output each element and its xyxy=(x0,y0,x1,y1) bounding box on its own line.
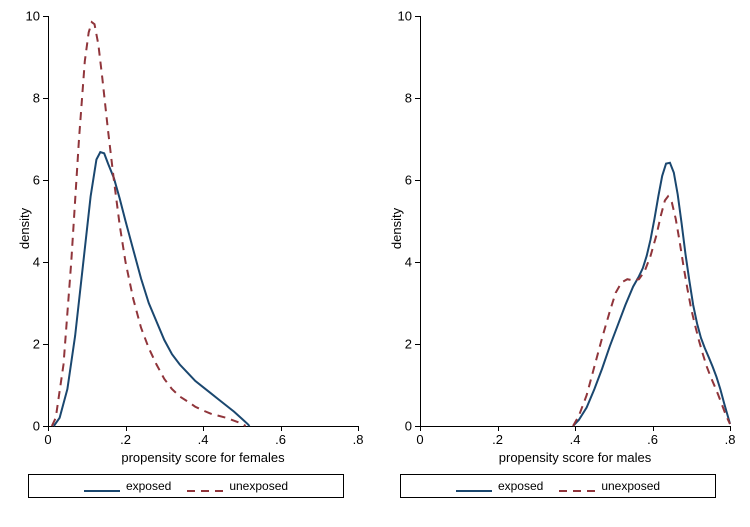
x-tick xyxy=(48,426,49,431)
y-tick-label: 4 xyxy=(20,255,40,270)
y-tick-label: 8 xyxy=(392,91,412,106)
plot-svg xyxy=(48,16,358,426)
y-axis-title: density xyxy=(17,208,32,249)
x-tick-label: .6 xyxy=(275,432,286,447)
legend-label: exposed xyxy=(126,479,171,493)
x-tick-label: .4 xyxy=(198,432,209,447)
x-axis-title: propensity score for females xyxy=(48,450,358,465)
y-tick-label: 10 xyxy=(392,9,412,24)
x-tick xyxy=(358,426,359,431)
x-tick xyxy=(420,426,421,431)
x-tick-label: .4 xyxy=(570,432,581,447)
legend-females: exposed unexposed xyxy=(28,474,344,498)
x-axis-title: propensity score for males xyxy=(420,450,730,465)
legend-item-unexposed: unexposed xyxy=(187,479,288,493)
y-tick xyxy=(415,426,420,427)
x-tick-label: .2 xyxy=(120,432,131,447)
y-tick-label: 2 xyxy=(392,337,412,352)
x-tick-label: .8 xyxy=(353,432,364,447)
x-tick xyxy=(653,426,654,431)
x-tick-label: .2 xyxy=(492,432,503,447)
y-tick-label: 0 xyxy=(20,419,40,434)
y-tick-label: 8 xyxy=(20,91,40,106)
figure: 0 .2 .4 .6 .8 0 2 4 6 8 10 propensity score for fem… xyxy=(0,0,750,527)
x-tick xyxy=(498,426,499,431)
chart-panel-males: 0.2.4.6.80246810propensity score for mal… xyxy=(420,16,730,426)
x-tick xyxy=(126,426,127,431)
series-unexposed xyxy=(52,22,246,426)
y-tick xyxy=(43,426,48,427)
x-tick xyxy=(281,426,282,431)
x-tick-label: .6 xyxy=(647,432,658,447)
y-tick-label: 6 xyxy=(392,173,412,188)
legend-label: exposed xyxy=(498,479,543,493)
legend-item-exposed: exposed xyxy=(456,479,543,493)
chart-panel-females: 0.2.4.6.80246810propensity score for fem… xyxy=(48,16,358,426)
y-tick-label: 4 xyxy=(392,255,412,270)
plot-svg xyxy=(420,16,730,426)
x-tick-label: .8 xyxy=(725,432,736,447)
legend-label: unexposed xyxy=(601,479,660,493)
y-tick-label: 6 xyxy=(20,173,40,188)
x-tick xyxy=(203,426,204,431)
y-tick-label: 10 xyxy=(20,9,40,24)
legend-males: exposed unexposed xyxy=(400,474,716,498)
legend-item-exposed: exposed xyxy=(84,479,171,493)
series-exposed xyxy=(54,152,250,426)
y-axis-title: density xyxy=(389,208,404,249)
y-tick-label: 0 xyxy=(392,419,412,434)
x-tick-label: 0 xyxy=(44,432,51,447)
x-tick-label: 0 xyxy=(416,432,423,447)
x-tick xyxy=(575,426,576,431)
legend-item-unexposed: unexposed xyxy=(559,479,660,493)
y-tick-label: 2 xyxy=(20,337,40,352)
series-exposed xyxy=(573,163,730,426)
legend-label: unexposed xyxy=(229,479,288,493)
x-tick xyxy=(730,426,731,431)
